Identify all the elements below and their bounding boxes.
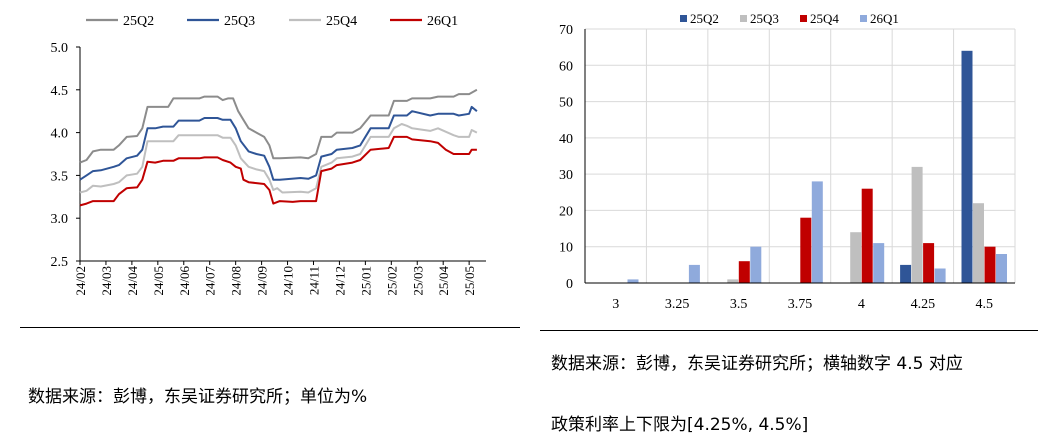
y-tick-label: 2.5 xyxy=(51,255,69,270)
x-tick-label: 24/02 xyxy=(73,266,88,296)
bar-26q1-4 xyxy=(873,243,885,283)
x-category-label: 4.5 xyxy=(976,297,994,312)
x-tick-label: 25/04 xyxy=(436,266,451,296)
x-tick-label: 24/11 xyxy=(306,266,321,295)
line-chart-legend: 25Q2 25Q3 25Q4 26Q1 xyxy=(86,14,458,29)
right-source-note-line2: 政策利率上下限为[4.25%, 4.5%] xyxy=(551,415,809,435)
x-tick-label: 25/05 xyxy=(462,266,477,296)
x-tick-label: 24/06 xyxy=(177,266,192,296)
legend-swatch-25q3 xyxy=(740,15,747,22)
bar-26q1-3.75 xyxy=(811,181,823,283)
line-series-26q1 xyxy=(79,135,477,207)
left-divider xyxy=(20,327,520,328)
x-tick-label: 25/03 xyxy=(410,266,425,296)
right-divider xyxy=(540,330,1038,331)
bar-chart: 25Q2 25Q3 25Q4 26Q1 0 10 20 30 40 50 60 70 3 3.25 3.5… xyxy=(559,11,1016,312)
x-tick-label: 25/01 xyxy=(358,266,373,296)
x-tick-label: 24/04 xyxy=(125,266,140,296)
y-tick-label: 0 xyxy=(566,277,573,292)
legend-label-25q4: 25Q4 xyxy=(326,14,357,29)
y-tick-label: 60 xyxy=(559,59,573,74)
y-tick-label: 20 xyxy=(559,204,573,219)
legend-label-25q4: 25Q4 xyxy=(810,11,839,26)
line-series-25q3 xyxy=(79,105,478,181)
x-tick-label: 24/08 xyxy=(229,266,244,296)
x-category-label: 3 xyxy=(612,297,619,312)
bar-chart-grid xyxy=(584,28,1016,284)
x-tick-label: 24/07 xyxy=(203,266,218,296)
line-series-25q2 xyxy=(79,88,478,164)
legend-label-25q2: 25Q2 xyxy=(690,11,719,26)
line-chart: 25Q2 25Q3 25Q4 26Q1 2.5 3.0 3.5 4.0 4.5 5.0 24/02… xyxy=(51,14,486,296)
bar-25q3-4 xyxy=(850,232,862,283)
bar-25q3-3.5 xyxy=(727,279,739,283)
y-tick-label: 3.0 xyxy=(51,212,69,227)
y-tick-label: 3.5 xyxy=(51,169,69,184)
legend-label-25q3: 25Q3 xyxy=(750,11,779,26)
y-tick-label: 40 xyxy=(559,132,573,147)
line-chart-series xyxy=(79,88,478,207)
bar-25q3-4.25 xyxy=(911,166,923,283)
x-tick-label: 24/05 xyxy=(151,266,166,296)
x-tick-label: 24/03 xyxy=(99,266,114,296)
y-tick-label: 4.0 xyxy=(51,127,69,142)
legend-label-26q1: 26Q1 xyxy=(427,14,458,29)
bar-25q2-4.25 xyxy=(900,264,912,283)
y-tick-label: 10 xyxy=(559,241,573,256)
x-category-label: 4.25 xyxy=(911,297,936,312)
line-series-25q4 xyxy=(79,123,478,194)
bar-26q1-4.25 xyxy=(934,268,946,283)
x-category-label: 3.5 xyxy=(730,297,748,312)
legend-label-25q3: 25Q3 xyxy=(224,14,255,29)
x-tick-label: 25/02 xyxy=(384,266,399,296)
bar-chart-bars xyxy=(627,50,1007,283)
y-tick-label: 4.5 xyxy=(51,84,69,99)
bar-26q1-3.25 xyxy=(688,264,700,283)
bar-chart-legend: 25Q2 25Q3 25Q4 26Q1 xyxy=(680,11,899,26)
bar-26q1-3.5 xyxy=(750,246,762,283)
bar-25q4-4 xyxy=(861,188,873,283)
bar-chart-axes: 0 10 20 30 40 50 60 70 3 3.25 3.5 3.75 4 4.25 4.5 xyxy=(559,23,1015,312)
bar-25q4-3.75 xyxy=(800,217,812,283)
line-chart-axes: 2.5 3.0 3.5 4.0 4.5 5.0 24/02 24/03 24/04 24/05 24… xyxy=(51,41,486,296)
x-category-label: 3.25 xyxy=(665,297,690,312)
x-tick-label: 24/10 xyxy=(281,266,296,296)
y-tick-label: 50 xyxy=(559,96,573,111)
legend-label-26q1: 26Q1 xyxy=(870,11,899,26)
x-tick-label: 24/09 xyxy=(255,266,270,296)
bar-25q4-4.25 xyxy=(923,243,935,283)
y-tick-label: 70 xyxy=(559,23,573,38)
left-source-note: 数据来源：彭博，东吴证券研究所；单位为% xyxy=(28,387,368,407)
x-category-label: 3.75 xyxy=(788,297,813,312)
legend-swatch-25q4 xyxy=(800,15,807,22)
bar-25q4-3.5 xyxy=(738,261,750,283)
x-tick-label: 24/12 xyxy=(332,266,347,296)
legend-swatch-26q1 xyxy=(860,15,867,22)
x-category-label: 4 xyxy=(858,297,865,312)
y-tick-label: 30 xyxy=(559,168,573,183)
right-source-note-line1: 数据来源：彭博，东吴证券研究所；横轴数字 4.5 对应 xyxy=(551,354,963,374)
bar-25q3-4.5 xyxy=(973,203,984,283)
bar-26q1-3 xyxy=(627,279,639,283)
bar-25q4-4.5 xyxy=(984,246,996,283)
bar-26q1-4.5 xyxy=(996,254,1007,283)
legend-swatch-25q2 xyxy=(680,15,687,22)
bar-25q2-4.5 xyxy=(961,50,973,283)
y-tick-label: 5.0 xyxy=(51,41,69,56)
legend-label-25q2: 25Q2 xyxy=(123,14,154,29)
